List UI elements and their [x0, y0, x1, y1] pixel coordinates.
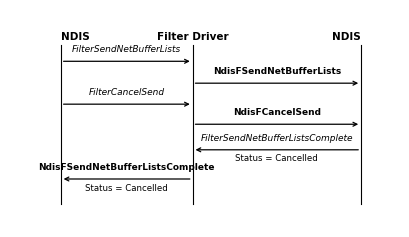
- Text: NDIS: NDIS: [332, 32, 360, 42]
- Text: NdisFCancelSend: NdisFCancelSend: [232, 108, 320, 117]
- Text: FilterSendNetBufferListsComplete: FilterSendNetBufferListsComplete: [200, 134, 352, 143]
- Text: Status = Cancelled: Status = Cancelled: [235, 154, 317, 163]
- Text: FilterSendNetBufferLists: FilterSendNetBufferLists: [72, 45, 181, 54]
- Text: NdisFSendNetBufferListsComplete: NdisFSendNetBufferListsComplete: [38, 163, 214, 172]
- Text: FilterCancelSend: FilterCancelSend: [88, 88, 164, 97]
- Text: NDIS: NDIS: [61, 32, 89, 42]
- Text: NdisFSendNetBufferLists: NdisFSendNetBufferLists: [212, 67, 340, 76]
- Text: Status = Cancelled: Status = Cancelled: [85, 183, 168, 192]
- Text: Filter Driver: Filter Driver: [157, 32, 228, 42]
